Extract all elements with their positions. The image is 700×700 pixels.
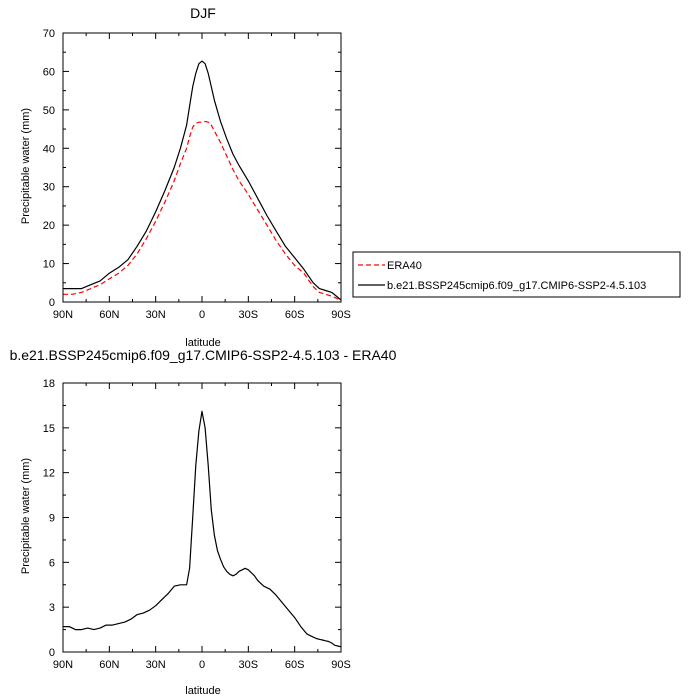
chart0-x-tick-label: 90S xyxy=(331,309,351,321)
chart1-x-tick-label: 0 xyxy=(199,659,205,671)
chart1-x-tick-label: 60N xyxy=(99,659,119,671)
chart1-y-tick-label: 9 xyxy=(49,513,55,525)
bottom-chart-title: b.e21.BSSP245cmip6.f09_g17.CMIP6-SSP2-4.… xyxy=(10,347,397,363)
legend-label-model: b.e21.BSSP245cmip6.f09_g17.CMIP6-SSP2-4.… xyxy=(387,280,646,292)
chart1-x-tick-label: 90S xyxy=(331,659,351,671)
bottom-x-axis-label: latitude xyxy=(185,685,220,697)
chart1-y-tick-label: 0 xyxy=(49,647,55,659)
chart0-x-tick-label: 30N xyxy=(146,309,166,321)
chart0-x-tick-label: 90N xyxy=(53,309,73,321)
top-y-axis-label: Precipitable water (mm) xyxy=(20,108,32,224)
top-plot-area: 90N 60N 30N 0 30S 60S 90S 0 10 20 30 40 50 60 70 xyxy=(43,28,351,321)
chart0-x-tick-label: 60S xyxy=(285,309,305,321)
chart0-y-tick-label: 30 xyxy=(43,182,55,194)
chart0-y-tick-label: 60 xyxy=(43,66,55,78)
chart1-x-tick-label: 30N xyxy=(146,659,166,671)
chart0-y-tick-label: 70 xyxy=(43,28,55,40)
chart1-frame xyxy=(62,382,342,653)
legend-box xyxy=(352,251,681,298)
chart1-series-line-0 xyxy=(63,410,342,648)
chart0-y-tick-label: 50 xyxy=(43,105,55,117)
legend: ERA40 b.e21.BSSP245cmip6.f09_g17.CMIP6-S… xyxy=(352,251,681,298)
chart0-series-line-1 xyxy=(63,60,342,301)
chart1-x-tick-label: 30S xyxy=(239,659,259,671)
bottom-plot-area: 90N 60N 30N 0 30S 60S 90S 0 3 6 9 12 15 18 xyxy=(43,378,351,671)
chart0-series-line-0 xyxy=(63,120,342,302)
chart1-y-tick-label: 15 xyxy=(43,423,55,435)
top-chart-panel: DJF 90N 60N 30N 0 30S 60S 90S 0 10 20 30 40 50 60 70 l… xyxy=(20,5,351,349)
bottom-y-axis-label: Precipitable water (mm) xyxy=(20,458,32,574)
chart1-x-tick-label: 90N xyxy=(53,659,73,671)
chart1-y-tick-label: 6 xyxy=(49,557,55,569)
top-x-axis-label: latitude xyxy=(185,337,220,349)
bottom-chart-panel: b.e21.BSSP245cmip6.f09_g17.CMIP6-SSP2-4.… xyxy=(10,347,397,697)
chart1-y-tick-label: 18 xyxy=(43,378,55,390)
chart0-frame xyxy=(62,32,342,303)
chart0-y-tick-label: 40 xyxy=(43,143,55,155)
chart0-x-tick-label: 0 xyxy=(199,309,205,321)
chart1-y-tick-label: 3 xyxy=(49,602,55,614)
chart0-x-tick-label: 60N xyxy=(99,309,119,321)
chart1-x-tick-label: 60S xyxy=(285,659,305,671)
chart0-x-tick-label: 30S xyxy=(239,309,259,321)
chart0-y-tick-label: 0 xyxy=(49,297,55,309)
legend-label-era40: ERA40 xyxy=(387,260,422,272)
top-chart-title: DJF xyxy=(190,5,216,21)
chart0-y-tick-label: 20 xyxy=(43,220,55,232)
chart1-y-tick-label: 12 xyxy=(43,468,55,480)
chart0-y-tick-label: 10 xyxy=(43,259,55,271)
